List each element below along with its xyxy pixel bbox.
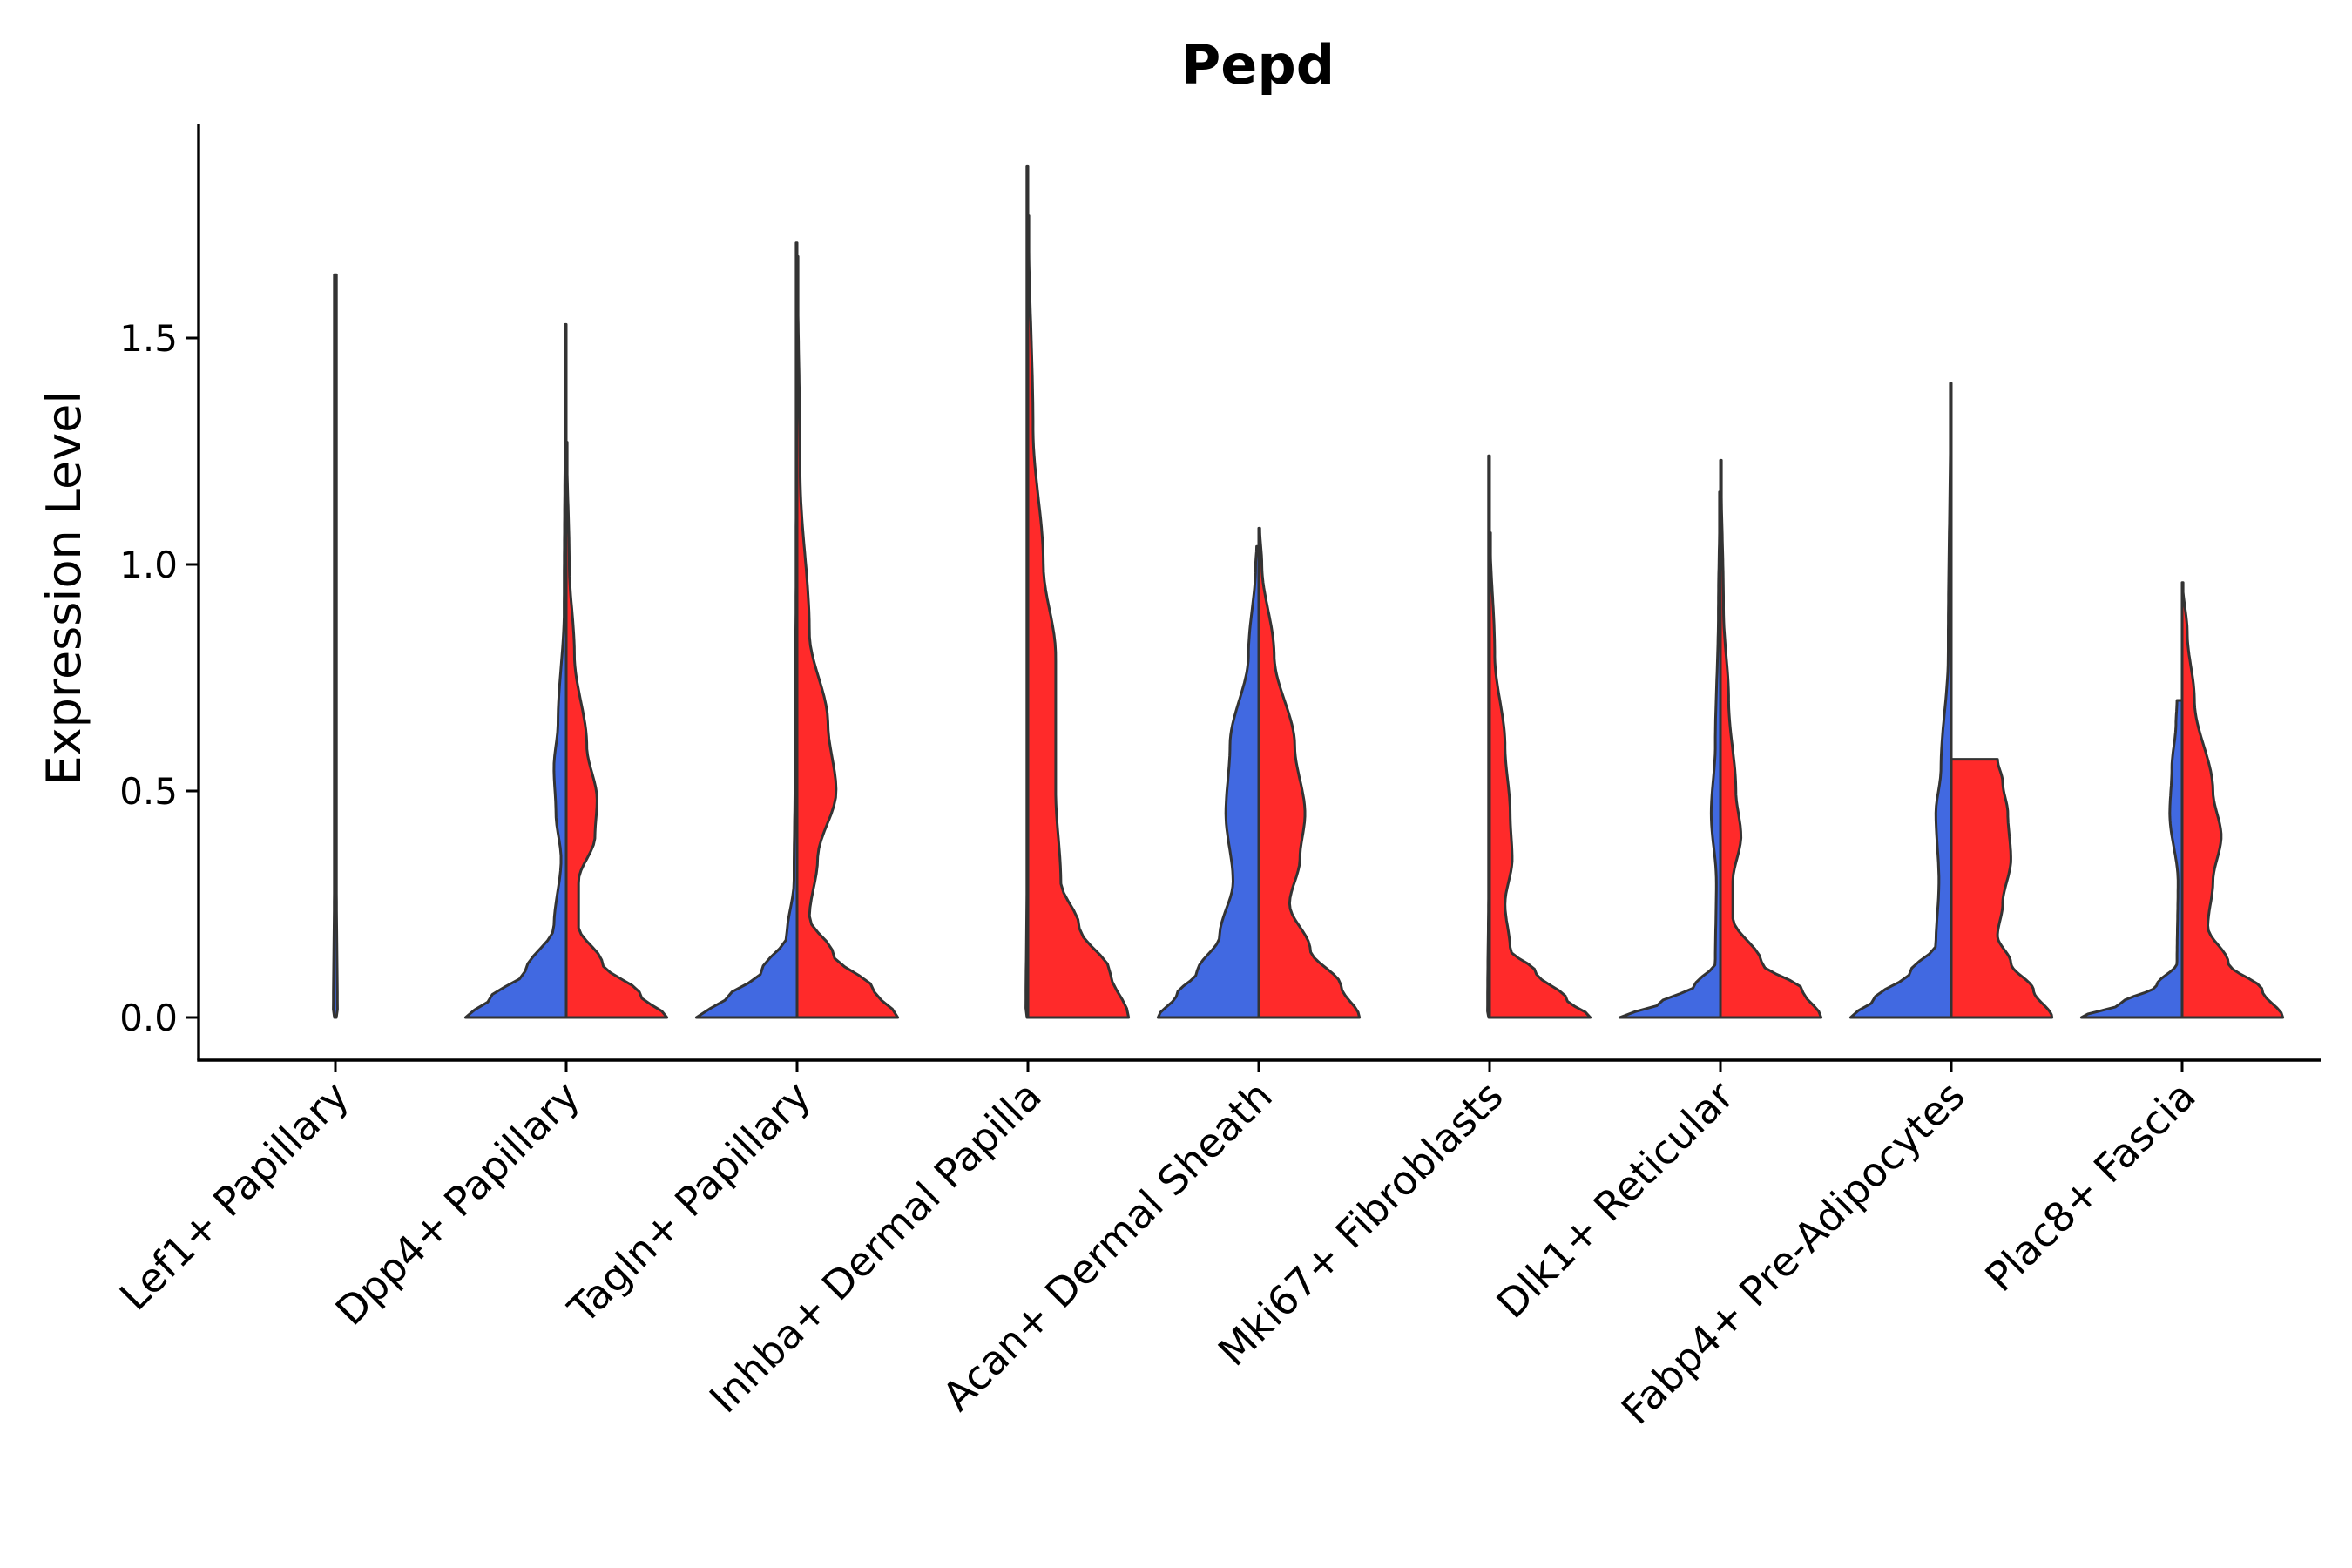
chart-title: Pepd: [1181, 33, 1335, 97]
violin-group2: [564, 441, 669, 1019]
violin-group1: [1848, 382, 1953, 1019]
y-tick-label: 1.5: [119, 317, 178, 360]
violin-group1: [694, 241, 799, 1019]
violin-group2: [1026, 214, 1131, 1019]
violin-group2: [2180, 581, 2285, 1019]
y-tick-label: 0.0: [119, 997, 178, 1039]
violin-group1: [463, 322, 568, 1019]
y-tick-label: 0.5: [119, 770, 178, 813]
x-tick-label: Lef1+ Papillary: [111, 1072, 358, 1320]
violin-group1: [1156, 544, 1260, 1019]
x-tick-label: Dpp4+ Papillary: [327, 1072, 589, 1335]
violin-group1: [332, 273, 339, 1019]
violins-group: [332, 164, 2285, 1019]
y-tick-label: 1.0: [119, 544, 178, 586]
x-tick-label: Tagln+ Papillary: [558, 1072, 820, 1334]
y-ticks-group: 0.0 0.5 1.0 1.5: [119, 317, 199, 1039]
violin-group1: [2079, 699, 2184, 1019]
violin-group1: [1618, 490, 1722, 1019]
y-axis-label: Expression Level: [37, 391, 91, 786]
violin-group2: [795, 254, 900, 1019]
violin-group2: [1950, 758, 2054, 1019]
violin-group2: [1257, 526, 1362, 1019]
x-tick-label: Plac8+ Fascia: [1976, 1072, 2204, 1301]
x-tick-label: Dlk1+ Reticular: [1488, 1072, 1743, 1328]
violin-group2: [1719, 458, 1823, 1019]
violin-group2: [1488, 531, 1592, 1019]
